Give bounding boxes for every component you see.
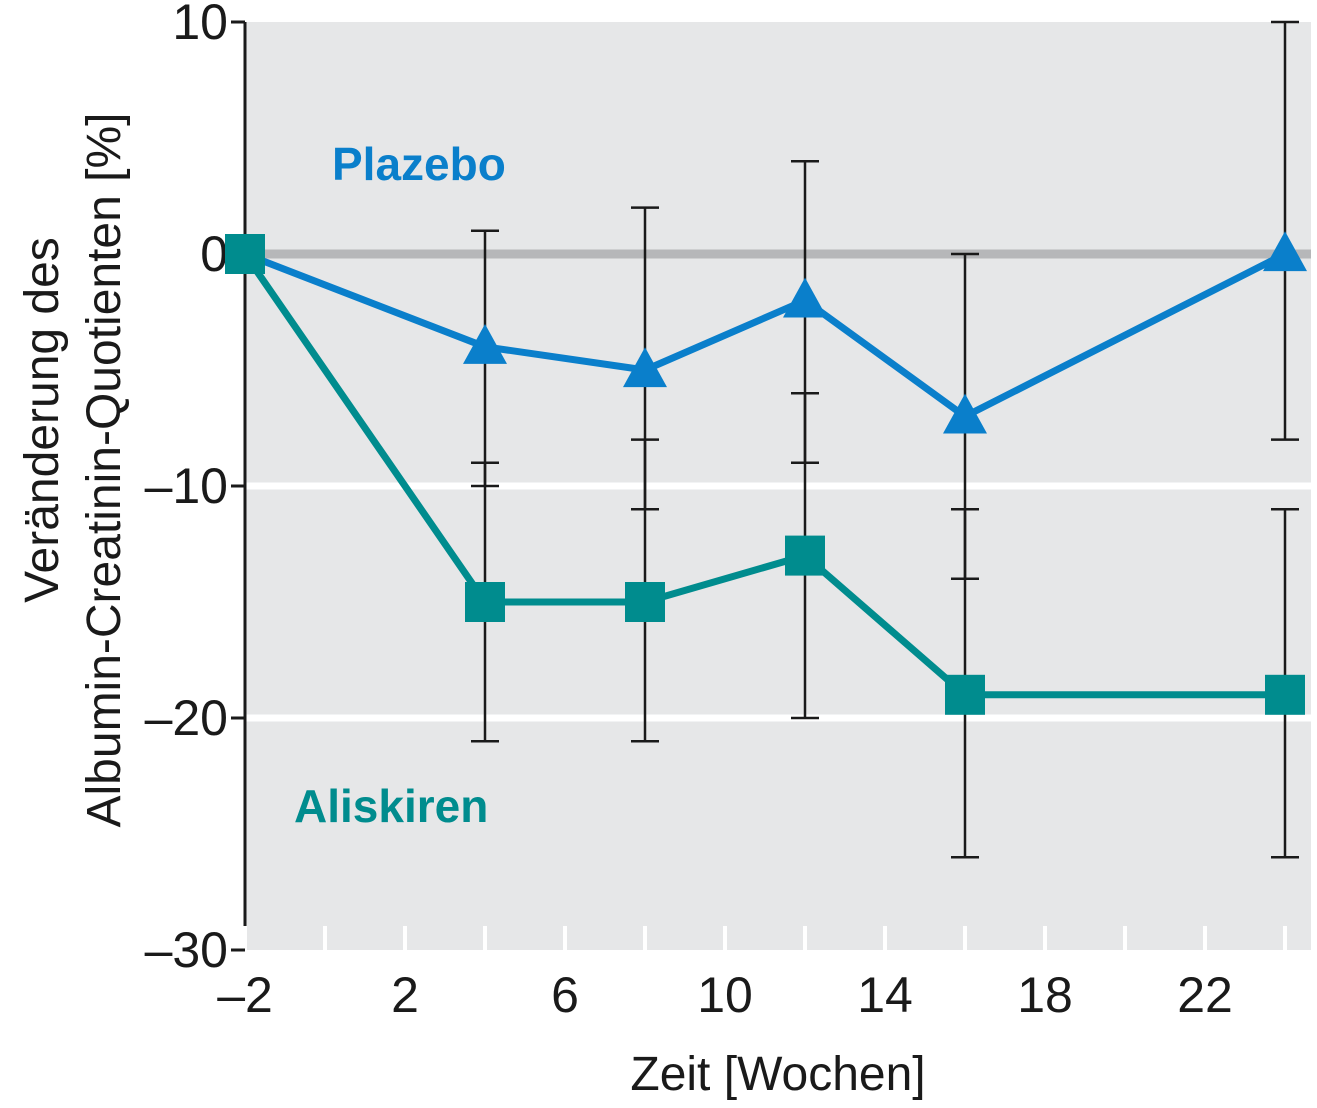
x-axis-label: Zeit [Wochen] (630, 1048, 925, 1101)
series-line-plazebo (243, 250, 1287, 420)
gridlines (245, 482, 1311, 722)
marker-square (225, 234, 265, 274)
series-lines (242, 250, 1287, 699)
y-tick-label: –20 (145, 690, 228, 746)
x-tick-label: 14 (857, 967, 913, 1023)
series-label-aliskiren: Aliskiren (294, 780, 488, 832)
marker-square (625, 582, 665, 622)
y-axis-ticks: –30 –20 –10 0 10 (145, 0, 245, 978)
x-tick-label: 6 (551, 967, 579, 1023)
y-tick-label: 0 (200, 226, 228, 282)
marker-square (465, 582, 505, 622)
marker-square (785, 535, 825, 576)
marker-square (1265, 674, 1305, 715)
marker-triangle (783, 277, 827, 318)
x-tick-label: 2 (391, 967, 419, 1023)
marker-triangle (1263, 231, 1307, 272)
series-label-plazebo: Plazebo (332, 138, 506, 190)
x-tick-label: 18 (1017, 967, 1073, 1023)
marker-square (945, 674, 985, 715)
y-tick-label: –10 (145, 458, 228, 514)
y-tick-label: 10 (172, 0, 228, 50)
y-axis-label-line2: Albumin-Creatinin-Quotienten [%] (78, 112, 131, 827)
x-tick-label: 22 (1177, 967, 1233, 1023)
series-line-aliskiren (242, 252, 1285, 699)
y-tick-label: –30 (145, 922, 228, 978)
x-tick-label: 10 (697, 967, 753, 1023)
x-tick-label: –2 (217, 967, 273, 1023)
marker-triangle (463, 324, 507, 364)
marker-triangle (623, 347, 667, 388)
marker-triangle (943, 393, 987, 434)
series-markers (225, 231, 1307, 715)
y-axis-label-line1: Veränderung des (16, 237, 69, 603)
x-axis-ticks: –2 2 6 10 14 18 22 (217, 926, 1287, 1023)
